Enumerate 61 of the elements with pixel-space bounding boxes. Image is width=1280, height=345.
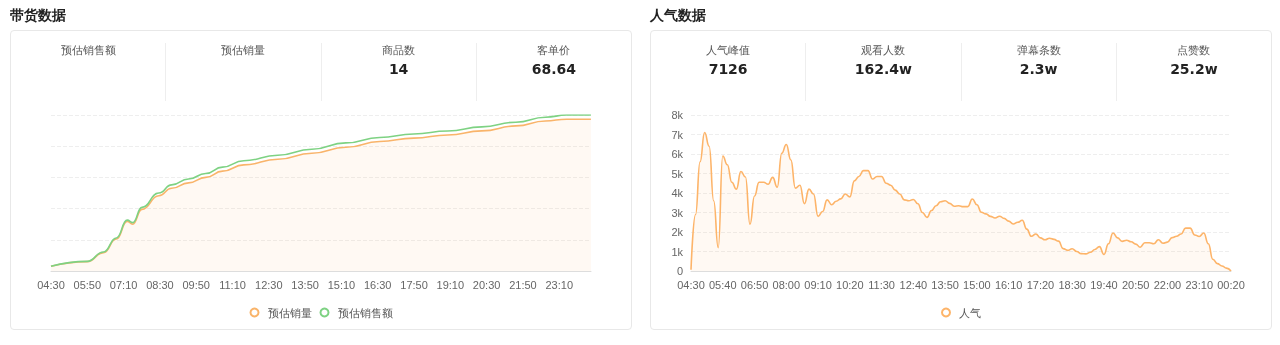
x-tick-label: 11:10 — [219, 278, 246, 291]
y-tick-label: 5k — [671, 167, 684, 180]
x-tick-label: 12:40 — [899, 278, 928, 291]
x-tick-label: 17:50 — [400, 278, 428, 291]
x-tick-label: 16:30 — [363, 278, 392, 291]
text: 点赞数 — [1176, 43, 1212, 59]
x-tick-label: 19:10 — [436, 278, 465, 291]
text: 162.4w — [853, 61, 913, 77]
y-tick-label: 6k — [671, 148, 684, 160]
text: 商品数 — [381, 43, 417, 59]
y-tick-label: 0 — [676, 265, 683, 277]
x-tick-label: 09:10 — [804, 278, 832, 291]
x-tick-label: 07:10 — [109, 278, 138, 291]
x-tick-label: 00:20 — [1217, 278, 1245, 291]
x-tick-label: 12:30 — [255, 278, 283, 291]
text: 预估销售额 — [59, 43, 117, 59]
x-tick-label: 21:50 — [509, 278, 537, 291]
text: 弹幕条数 — [1015, 43, 1062, 59]
y-tick-label: 7k — [671, 128, 684, 141]
x-tick-label: 15:10 — [327, 278, 356, 291]
legend-label: 预估销量 — [267, 306, 312, 319]
x-tick-label: 09:50 — [182, 278, 210, 291]
text: 2.3w — [1018, 61, 1059, 77]
x-tick-label: 13:50 — [291, 278, 319, 291]
x-tick-label: 04:30 — [677, 278, 705, 291]
y-tick-label: 3k — [671, 206, 684, 219]
x-tick-label: 23:10 — [545, 278, 573, 291]
x-tick-label: 08:00 — [772, 278, 801, 291]
chart-title: 带货数据 — [10, 6, 67, 25]
legend-label: 预估销售额 — [337, 306, 393, 319]
text: 观看人数 — [860, 43, 907, 59]
x-tick-label: 22:00 — [1153, 278, 1182, 291]
x-tick-label: 05:50 — [73, 278, 102, 291]
x-tick-label: 10:20 — [836, 278, 864, 291]
chart-title: 人气数据 — [650, 6, 707, 25]
x-tick-label: 11:30 — [868, 278, 895, 291]
text: 7126 — [707, 61, 749, 77]
x-tick-label: 05:40 — [709, 278, 737, 291]
x-tick-label: 08:30 — [146, 278, 174, 291]
x-tick-label: 04:30 — [37, 278, 65, 291]
x-tick-label: 19:40 — [1090, 278, 1118, 291]
x-tick-label: 15:00 — [963, 278, 991, 291]
text: 68.64 — [530, 61, 577, 77]
y-tick-label: 2k — [671, 226, 684, 238]
x-tick-label: 17:20 — [1026, 278, 1055, 291]
text: 客单价 — [536, 43, 572, 59]
x-tick-label: 06:50 — [740, 278, 769, 291]
x-tick-label: 16:10 — [994, 278, 1023, 291]
y-tick-label: 8k — [671, 109, 684, 121]
text: 25.2w — [1169, 61, 1219, 77]
y-tick-label: 4k — [671, 187, 684, 199]
x-tick-label: 23:10 — [1185, 278, 1213, 291]
x-tick-label: 20:30 — [472, 278, 501, 291]
text: 预估销量 — [220, 43, 267, 59]
x-tick-label: 20:50 — [1121, 278, 1150, 291]
x-tick-label: 18:30 — [1058, 278, 1086, 291]
y-tick-label: 1k — [671, 245, 684, 258]
legend-label: 人气 — [959, 306, 981, 319]
text: 14 — [387, 61, 410, 77]
text: 人气峰值 — [705, 43, 752, 59]
x-tick-label: 13:50 — [931, 278, 959, 291]
